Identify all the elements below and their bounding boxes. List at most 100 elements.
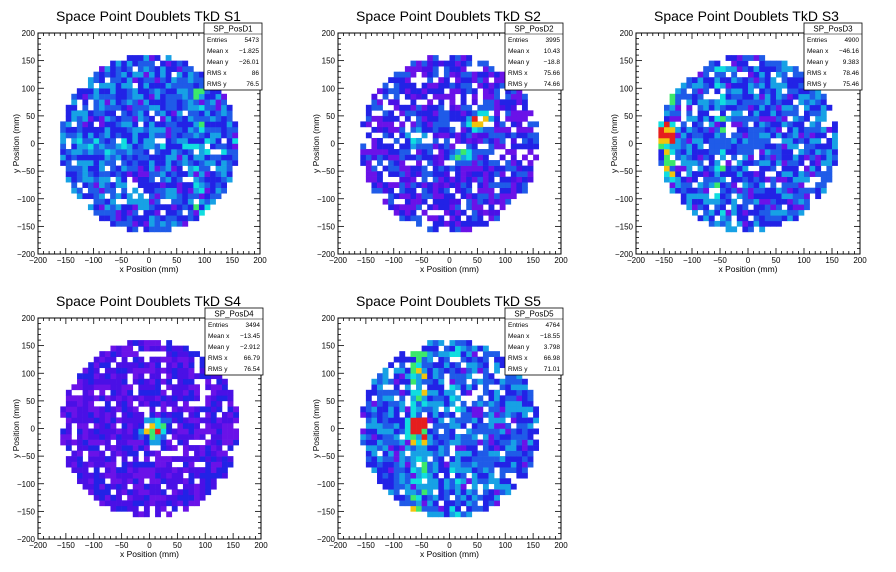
heatmap-cell (360, 160, 367, 166)
heatmap-cell (764, 154, 771, 161)
heatmap-cell (382, 187, 389, 194)
heatmap-cell (521, 99, 528, 106)
heatmap-cell (499, 384, 506, 391)
heatmap-cell (82, 99, 89, 106)
heatmap-cell (421, 110, 428, 117)
heatmap-cell (155, 378, 161, 385)
heatmap-cell (731, 182, 738, 188)
heatmap-cell (781, 93, 788, 100)
heatmap-cell (182, 400, 189, 407)
heatmap-cell (365, 110, 372, 117)
heatmap-cell (182, 456, 189, 462)
heatmap-cell (781, 60, 788, 67)
heatmap-cell (421, 461, 428, 468)
heatmap-cell (77, 456, 83, 462)
heatmap-cell (742, 55, 749, 61)
heatmap-cell (204, 165, 211, 172)
heatmap-cell (382, 378, 389, 385)
heatmap-cell (703, 104, 710, 111)
heatmap-cell (116, 483, 122, 490)
heatmap-cell (460, 478, 467, 485)
heatmap-cell (410, 88, 417, 95)
heatmap-cell (137, 132, 144, 139)
heatmap-cell (742, 66, 749, 72)
heatmap-cell (71, 171, 78, 177)
axis-ticks (337, 32, 562, 255)
heatmap-cell (193, 132, 200, 139)
heatmap-cell (686, 193, 693, 200)
heatmap-cell (421, 198, 428, 205)
stats-histname: SP_PosD3 (813, 25, 853, 34)
heatmap-cell (759, 71, 766, 78)
heatmap-cell (399, 445, 406, 451)
heatmap-cell (99, 362, 106, 369)
heatmap-cell (703, 171, 710, 177)
heatmap-cell (466, 345, 473, 352)
heatmap-cell (516, 384, 523, 391)
heatmap-cell (99, 115, 105, 122)
heatmap-cell (675, 104, 682, 111)
heatmap-cell (692, 143, 698, 150)
heatmap-cell (365, 445, 372, 451)
heatmap-cell (460, 367, 467, 374)
heatmap-cell (149, 345, 156, 352)
heatmap-cell (177, 389, 184, 396)
heatmap-cell (82, 400, 89, 407)
heatmap-cell (505, 478, 512, 485)
heatmap-cell (182, 439, 189, 446)
heatmap-cell (121, 115, 128, 122)
heatmap-cell (826, 149, 833, 155)
heatmap-cell (815, 160, 822, 166)
heatmap-cell (499, 461, 506, 468)
heatmap-cell (77, 434, 83, 440)
heatmap-cell (121, 345, 128, 352)
heatmap-cell (499, 472, 506, 479)
heatmap-cell (510, 88, 517, 95)
heatmap-cell (432, 450, 439, 457)
heatmap-cell (703, 132, 710, 139)
heatmap-cell (399, 165, 406, 172)
heatmap-cell (725, 99, 732, 106)
heatmap-cell (187, 154, 194, 161)
heatmap-cell (455, 198, 461, 205)
heatmap-cell (482, 198, 489, 205)
heatmap-cell (449, 88, 456, 95)
heatmap-cell (449, 132, 456, 139)
heatmap-cell (88, 406, 95, 413)
heatmap-cell (227, 434, 234, 440)
heatmap-cell (138, 384, 145, 391)
heatmap-cell (121, 171, 128, 177)
heatmap-cell (708, 154, 715, 161)
heatmap-cell (205, 445, 212, 451)
heatmap-cell (443, 93, 450, 100)
heatmap-cell (776, 171, 782, 177)
heatmap-cell (377, 411, 383, 418)
x-tick-label: −50 (115, 541, 129, 550)
heatmap-cell (393, 450, 400, 457)
heatmap-cell (714, 66, 721, 72)
heatmap-cell (449, 400, 456, 407)
heatmap-cell (171, 88, 178, 95)
heatmap-cell (521, 165, 528, 172)
heatmap-cell (82, 132, 89, 139)
heatmap-cell (510, 461, 517, 468)
heatmap-cell (160, 215, 166, 222)
heatmap-cell (759, 88, 766, 95)
heatmap-cell (193, 121, 200, 128)
heatmap-cell (466, 406, 473, 413)
heatmap-cell (371, 461, 378, 468)
heatmap-cell (87, 182, 94, 188)
heatmap-cell (815, 187, 822, 194)
heatmap-cell (171, 362, 178, 369)
heatmap-cell (65, 411, 72, 418)
heatmap-cell (138, 367, 145, 374)
heatmap-cell (143, 511, 150, 518)
heatmap-cell (427, 121, 434, 128)
heatmap-cell (410, 99, 417, 106)
heatmap-cell (365, 450, 372, 457)
heatmap-cell (455, 60, 461, 67)
heatmap-cell (121, 149, 128, 155)
heatmap-cell (155, 395, 161, 402)
heatmap-cell (438, 132, 445, 139)
heatmap-cell (753, 121, 760, 128)
